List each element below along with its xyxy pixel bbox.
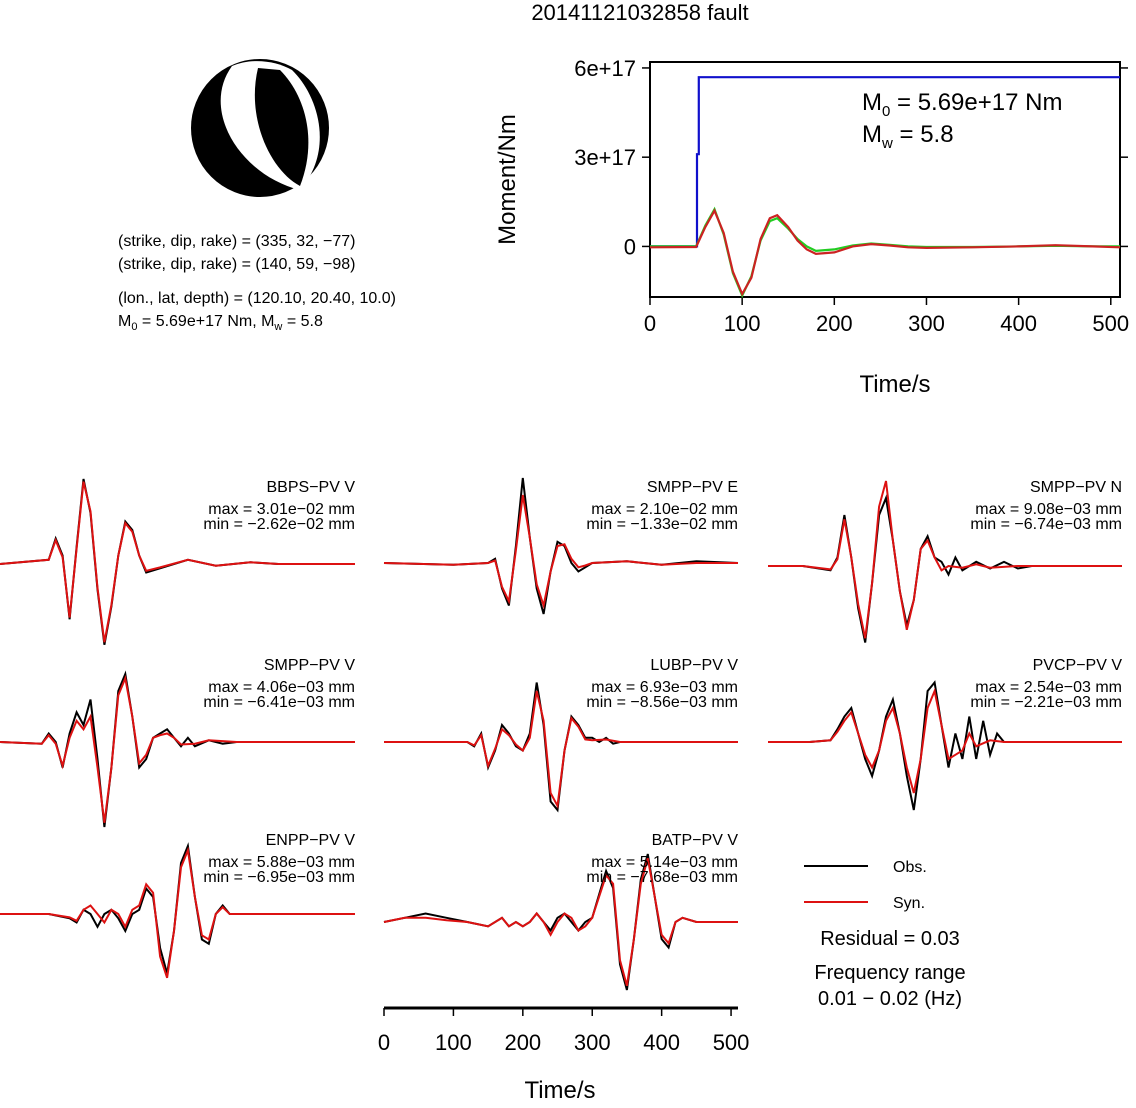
max-amplitude: max = 9.08e−03 mm: [975, 501, 1122, 518]
mw-subscript: w: [881, 135, 893, 152]
min-amplitude: min = −7.68e−03 mm: [586, 869, 738, 886]
max-amplitude: max = 6.93e−03 mm: [591, 679, 738, 696]
time-axis-tick-label: 300: [574, 1030, 611, 1055]
m0-subscript: 0: [131, 321, 138, 334]
synthetic-trace: [0, 846, 355, 979]
mrf-ytick-label: 0: [624, 234, 636, 259]
synthetic-trace: [0, 481, 355, 643]
m0-symbol: M: [118, 313, 132, 330]
min-amplitude: min = −6.95e−03 mm: [203, 869, 355, 886]
mrf-annotation-m0: M0 = 5.69e+17 Nm: [862, 89, 1062, 120]
mrf-series-2: [649, 208, 1121, 297]
max-amplitude: max = 5.14e−03 mm: [591, 854, 738, 871]
m0-symbol: M: [862, 89, 882, 116]
time-axis-tick-label: 500: [713, 1030, 750, 1055]
focal-mechanism-beachball: [191, 59, 329, 197]
nodal-plane-2: (strike, dip, rake) = (140, 59, −98): [118, 256, 356, 273]
max-amplitude: max = 2.54e−03 mm: [975, 679, 1122, 696]
legend-syn-label: Syn.: [893, 895, 925, 912]
mrf-ylabel: Moment/Nm: [494, 114, 521, 245]
station-label: BBPS−PV V: [267, 479, 356, 496]
time-axis-tick-label: 0: [378, 1030, 390, 1055]
mrf-ytick-label: 6e+17: [574, 56, 636, 81]
mrf-xtick-label: 500: [1092, 311, 1129, 336]
min-amplitude: min = −2.62e−02 mm: [203, 516, 355, 533]
mw-subscript: w: [274, 321, 283, 334]
m0-value: = 5.69e+17 Nm: [890, 89, 1062, 116]
waveform-time-axis: 0 100 200 300 400 500 Time/s: [378, 1006, 750, 1104]
max-amplitude: max = 5.88e−03 mm: [208, 854, 355, 871]
station-label: SMPP−PV E: [647, 479, 738, 496]
time-axis-tick-label: 400: [643, 1030, 680, 1055]
mrf-ytick-label: 3e+17: [574, 145, 636, 170]
moment-magnitude-summary: M0 = 5.69e+17 Nm, Mw = 5.8: [118, 312, 323, 337]
station-label: SMPP−PV N: [1030, 479, 1122, 496]
max-amplitude: max = 2.10e−02 mm: [591, 501, 738, 518]
station-label: LUBP−PV V: [650, 657, 738, 674]
station-label: ENPP−PV V: [266, 832, 356, 849]
mw-symbol: M: [862, 121, 882, 148]
min-amplitude: min = −1.33e−02 mm: [586, 516, 738, 533]
synthetic-trace: [768, 687, 1122, 794]
frequency-range-title: Frequency range: [814, 962, 965, 984]
mrf-series-1: [650, 206, 1120, 299]
synthetic-trace: [383, 858, 738, 987]
legend-obs-label: Obs.: [893, 859, 927, 876]
waveform-legend: Obs. Syn. Residual = 0.03 Frequency rang…: [804, 859, 966, 1010]
min-amplitude: min = −6.41e−03 mm: [203, 694, 355, 711]
mrf-xtick-label: 0: [644, 311, 656, 336]
hypocenter-location: (lon., lat, depth) = (120.10, 20.40, 10.…: [118, 290, 396, 307]
nodal-plane-1: (strike, dip, rake) = (335, 32, −77): [118, 233, 356, 250]
time-axis-tick-label: 200: [504, 1030, 541, 1055]
mrf-xtick-label: 100: [724, 311, 761, 336]
mrf-xtick-label: 200: [816, 311, 853, 336]
mrf-xtick-label: 400: [1000, 311, 1037, 336]
frequency-range-value: 0.01 − 0.02 (Hz): [818, 988, 962, 1010]
station-label: BATP−PV V: [652, 832, 739, 849]
mw-value: = 5.8: [282, 313, 323, 330]
time-axis-label: Time/s: [524, 1077, 595, 1103]
synthetic-trace: [384, 690, 738, 810]
min-amplitude: min = −8.56e−03 mm: [586, 694, 738, 711]
moment-rate-plot: 0 100 200 300 400 500 0 3e+17 6e+17 Time/s Moment/…: [494, 56, 1129, 398]
max-amplitude: max = 4.06e−03 mm: [208, 679, 355, 696]
mrf-frame: [649, 61, 1121, 298]
mw-value: = 5.8: [893, 121, 954, 148]
station-label: PVCP−PV V: [1033, 657, 1123, 674]
synthetic-trace: [383, 494, 738, 610]
station-label: SMPP−PV V: [264, 657, 355, 674]
figure-title: 20141121032858 fault: [531, 0, 748, 25]
min-amplitude: min = −2.21e−03 mm: [970, 694, 1122, 711]
max-amplitude: max = 3.01e−02 mm: [208, 501, 355, 518]
min-amplitude: min = −6.74e−03 mm: [970, 516, 1122, 533]
beachball-black-lobe: [254, 68, 309, 186]
mrf-xlabel: Time/s: [859, 371, 930, 398]
synthetic-trace: [0, 674, 355, 823]
synthetic-trace: [768, 480, 1122, 639]
residual-text: Residual = 0.03: [820, 928, 960, 950]
m0-subscript: 0: [882, 103, 890, 120]
m0-value: = 5.69e+17 Nm, M: [137, 313, 275, 330]
mrf-annotation-mw: Mw = 5.8: [862, 121, 954, 152]
mrf-xtick-label: 300: [908, 311, 945, 336]
time-axis-tick-label: 100: [435, 1030, 472, 1055]
